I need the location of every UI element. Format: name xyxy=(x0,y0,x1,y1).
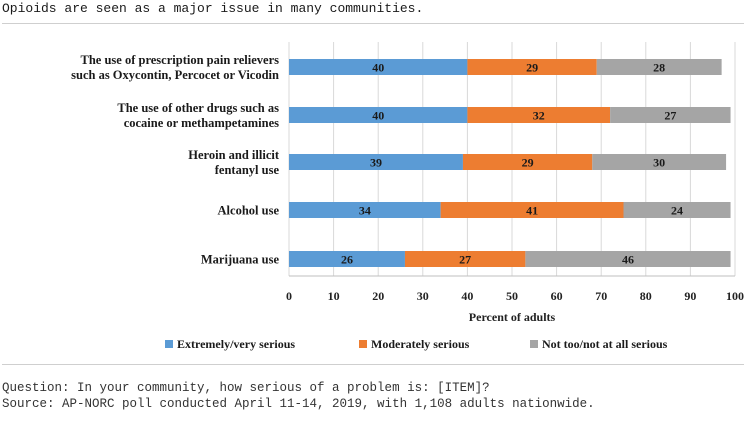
data-label: 28 xyxy=(653,61,665,75)
bar-segment xyxy=(289,154,463,170)
x-tick-label: 20 xyxy=(372,289,384,303)
bar-segment xyxy=(467,59,597,75)
bar-segment xyxy=(596,59,722,75)
source-note: Source: AP-NORC poll conducted April 11-… xyxy=(2,397,595,411)
bar-segment xyxy=(462,154,593,170)
legend-swatch xyxy=(359,340,367,348)
data-label: 41 xyxy=(526,204,538,218)
chart-area: 0 10 20 30 40 50 60 70 80 90 100 Percent of adults 4… xyxy=(2,23,744,365)
data-label: 46 xyxy=(622,253,634,267)
data-label: 29 xyxy=(526,61,538,75)
stacked-bar-chart: 0 10 20 30 40 50 60 70 80 90 100 Percent of adults 4… xyxy=(71,42,744,351)
category-label: cocaine or methampetamines xyxy=(124,116,279,130)
x-tick-label: 10 xyxy=(328,289,340,303)
x-tick-label: 50 xyxy=(506,289,518,303)
data-label: 27 xyxy=(664,109,676,123)
bar-segment xyxy=(404,251,526,267)
bar-segment xyxy=(289,107,468,123)
x-axis-title: Percent of adults xyxy=(469,310,556,324)
data-label: 32 xyxy=(533,109,545,123)
x-tick-label: 80 xyxy=(640,289,652,303)
data-label: 24 xyxy=(671,204,683,218)
data-label: 30 xyxy=(653,156,665,170)
data-label: 39 xyxy=(370,156,382,170)
x-tick-label: 90 xyxy=(684,289,696,303)
data-label: 40 xyxy=(372,61,384,75)
x-tick-label: 0 xyxy=(286,289,292,303)
category-label: such as Oxycontin, Percocet or Vicodin xyxy=(71,68,279,82)
bar-segment xyxy=(289,251,405,267)
data-label: 29 xyxy=(522,156,534,170)
data-label: 27 xyxy=(459,253,471,267)
bar-segment xyxy=(525,251,731,267)
legend-swatch xyxy=(165,340,173,348)
x-tick-label: 70 xyxy=(595,289,607,303)
chart-footer: Question: In your community, how serious… xyxy=(2,380,744,412)
legend-label: Not too/not at all serious xyxy=(542,337,668,351)
category-label: The use of other drugs such as xyxy=(117,101,279,115)
bar-segment xyxy=(440,202,624,218)
category-label: The use of prescription pain relievers xyxy=(81,53,280,67)
category-label: Marijuana use xyxy=(201,253,280,267)
legend-swatch xyxy=(530,340,538,348)
x-tick-label: 100 xyxy=(726,289,744,303)
x-tick-label: 60 xyxy=(551,289,563,303)
bar-segment xyxy=(623,202,731,218)
bar-segment xyxy=(592,154,727,170)
bar-segment xyxy=(289,202,441,218)
category-label: fentanyl use xyxy=(215,163,280,177)
bar-segment xyxy=(610,107,731,123)
legend-label: Moderately serious xyxy=(371,337,470,351)
bar-segment xyxy=(467,107,611,123)
x-tick-label: 30 xyxy=(417,289,429,303)
question-note: Question: In your community, how serious… xyxy=(2,381,490,395)
data-label: 40 xyxy=(372,109,384,123)
category-label: Alcohol use xyxy=(218,204,280,218)
chart-title: Opioids are seen as a major issue in man… xyxy=(2,1,424,16)
legend-label: Extremely/very serious xyxy=(177,337,295,351)
bar-segment xyxy=(289,59,468,75)
data-label: 26 xyxy=(341,253,353,267)
category-label: Heroin and illicit xyxy=(188,148,280,162)
x-tick-label: 40 xyxy=(461,289,473,303)
data-label: 34 xyxy=(359,204,371,218)
